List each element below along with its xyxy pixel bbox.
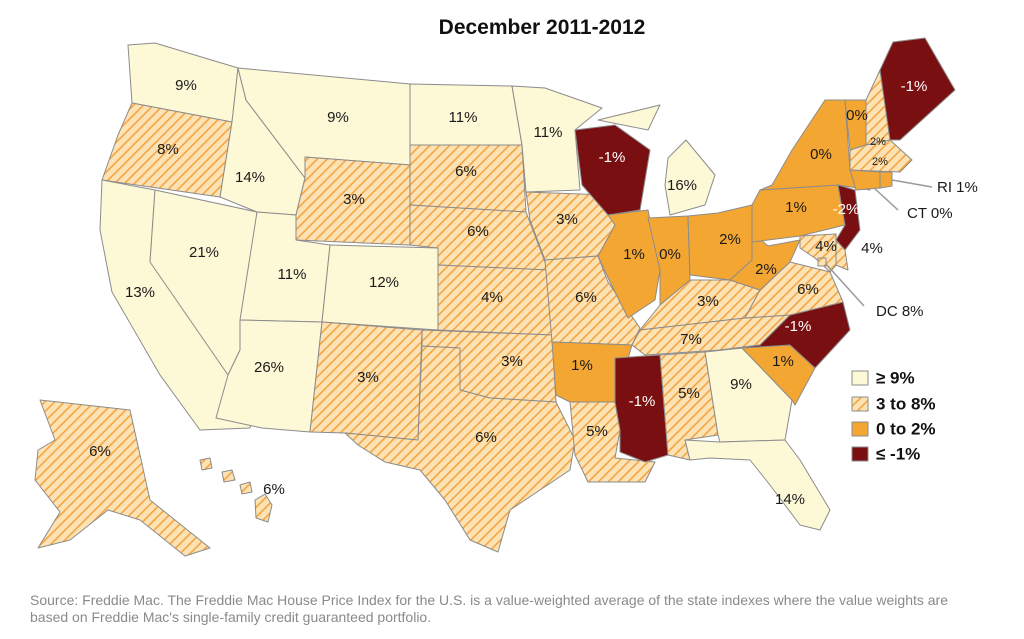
label-GA: 9% — [730, 376, 752, 393]
label-MO: 6% — [575, 289, 597, 306]
label-CO: 12% — [369, 274, 399, 291]
state-MD — [799, 233, 837, 273]
legend-swatch-high — [851, 370, 869, 386]
label-MA: 2% — [872, 156, 888, 168]
callout-DC: DC 8% — [876, 303, 924, 320]
callout-RI: RI 1% — [937, 179, 978, 196]
legend-swatch-low — [851, 421, 869, 437]
label-IN: 0% — [659, 246, 681, 263]
label-NV: 21% — [189, 244, 219, 261]
label-IL: 1% — [623, 246, 645, 263]
legend-label-mid: 3 to 8% — [876, 394, 936, 413]
state-WI — [574, 124, 651, 216]
label-NH: 2% — [870, 136, 886, 148]
label-SD: 6% — [455, 163, 477, 180]
label-CA: 13% — [125, 284, 155, 301]
state-MN — [511, 85, 603, 193]
label-UT: 11% — [278, 266, 307, 283]
label-LA: 5% — [586, 423, 608, 440]
source-note: Source: Freddie Mac. The Freddie Mac Hou… — [30, 592, 949, 625]
legend: ≥ 9% 3 to 8% 0 to 2% ≤ -1% — [851, 368, 936, 463]
state-FL — [684, 439, 831, 531]
state-OR — [101, 102, 233, 198]
label-PA: 1% — [785, 199, 807, 216]
label-SC: 1% — [772, 353, 794, 370]
label-WA: 9% — [175, 77, 197, 94]
label-OH: 2% — [719, 231, 741, 248]
label-KS: 4% — [481, 289, 503, 306]
legend-label-neg: ≤ -1% — [876, 444, 920, 463]
label-TN: 7% — [680, 331, 702, 348]
state-NC — [719, 301, 851, 369]
label-VA: 6% — [797, 281, 819, 298]
state-DC — [817, 257, 827, 267]
state-MI — [597, 104, 716, 216]
label-OK: 3% — [501, 353, 523, 370]
label-AR: 1% — [571, 357, 593, 374]
label-NM: 3% — [357, 369, 379, 386]
legend-label-low: 0 to 2% — [876, 419, 936, 438]
label-KY: 3% — [697, 293, 719, 310]
state-ME — [879, 37, 956, 141]
label-TX: 6% — [475, 429, 497, 446]
label-NJ: -2% — [833, 201, 860, 218]
state-WV — [729, 231, 801, 291]
label-IA: 3% — [556, 211, 578, 228]
label-NY: 0% — [810, 146, 832, 163]
map-title: December 2011-2012 — [438, 16, 646, 39]
label-ME: -1% — [901, 78, 928, 95]
label-NC: -1% — [785, 318, 812, 335]
label-ND: 11% — [449, 109, 478, 126]
state-AK — [34, 399, 211, 557]
legend-swatch-neg — [851, 446, 869, 462]
label-VT: 0% — [846, 107, 868, 124]
label-WV: 2% — [755, 261, 777, 278]
state-TX — [344, 345, 576, 553]
label-WI: -1% — [599, 149, 626, 166]
label-WY: 3% — [343, 191, 365, 208]
label-AK: 6% — [89, 443, 111, 460]
label-MN: 11% — [534, 124, 563, 141]
label-OR: 8% — [157, 141, 179, 158]
label-HI: 6% — [263, 481, 285, 498]
state-RI — [879, 171, 893, 189]
label-NE: 6% — [467, 223, 489, 240]
label-MD: 4% — [815, 238, 837, 255]
legend-label-high: ≥ 9% — [876, 368, 915, 387]
legend-swatch-mid — [851, 396, 869, 412]
label-MT: 9% — [327, 109, 349, 126]
label-ID: 14% — [235, 169, 265, 186]
label-FL: 14% — [775, 491, 805, 508]
label-MI: 16% — [667, 177, 697, 194]
label-AZ: 26% — [254, 359, 284, 376]
label-AL: 5% — [678, 385, 700, 402]
callout-CT: CT 0% — [907, 205, 953, 222]
label-DE: 4% — [861, 240, 883, 257]
state-HI — [199, 457, 273, 523]
label-MS: -1% — [629, 393, 656, 410]
